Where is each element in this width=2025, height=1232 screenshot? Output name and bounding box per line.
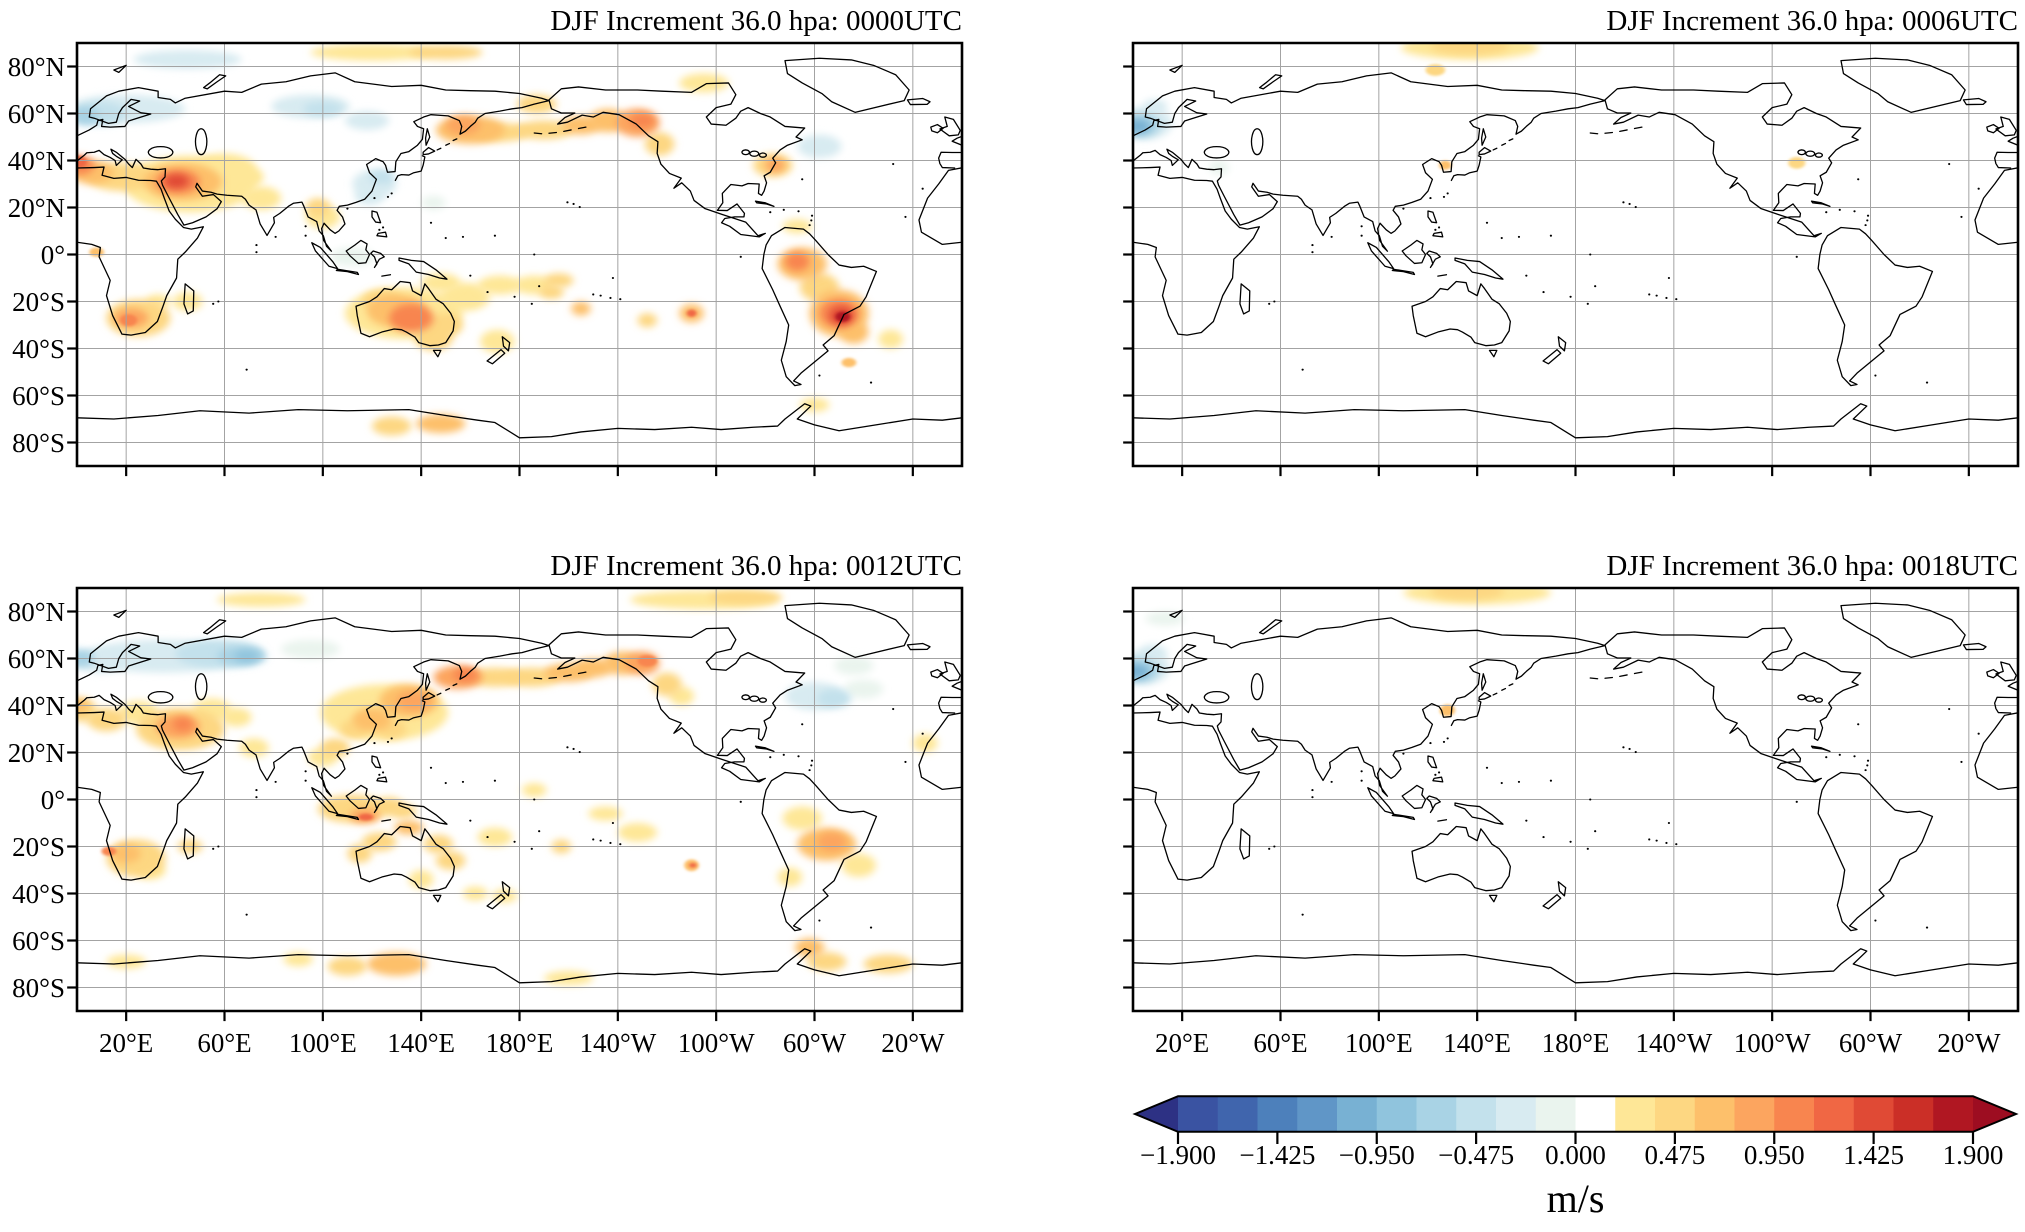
colorbar-tick-label: 0.950 <box>1743 1140 1805 1170</box>
lon-tick-label: 100°E <box>1344 1028 1413 1058</box>
coastlines <box>1133 58 2018 438</box>
lat-tick-label: 80°N <box>7 596 65 627</box>
axis-ticks <box>67 612 913 1022</box>
colorbar-tick-label: −1.425 <box>1239 1140 1316 1170</box>
axis-ticks <box>1123 612 1969 1022</box>
colorbar-ticks <box>1176 1131 1975 1144</box>
colorbar-tick-label: −1.900 <box>1140 1140 1216 1170</box>
lat-tick-label: 40°S <box>12 333 65 364</box>
lat-tick-label: 60°S <box>12 925 65 956</box>
colorbar-tick-label: −0.950 <box>1338 1140 1415 1170</box>
lat-tick-label: 80°S <box>12 972 65 1003</box>
map-frame <box>1133 588 2018 1011</box>
map-content <box>1133 43 2018 466</box>
axis-ticks <box>67 67 913 477</box>
colorbar-segments <box>1178 1096 1974 1132</box>
coastlines <box>77 603 962 983</box>
lat-tick-label: 40°N <box>7 690 65 721</box>
lat-tick-label: 80°N <box>7 51 65 82</box>
map-content <box>77 588 962 1011</box>
lat-tick-label: 0° <box>40 239 65 270</box>
map-panel-0018utc <box>1133 588 2018 1011</box>
lon-tick-label: 20°E <box>99 1028 154 1058</box>
map-panel-0000utc <box>77 43 962 466</box>
lon-tick-label: 140°W <box>1635 1028 1713 1058</box>
lon-tick-label: 60°E <box>1253 1028 1308 1058</box>
coastlines <box>77 58 962 438</box>
colorbar-tick-label: 0.000 <box>1545 1140 1606 1170</box>
lon-tick-label: 60°W <box>782 1028 847 1058</box>
map-frame <box>77 43 962 466</box>
axis-ticks <box>1123 67 1969 477</box>
colorbar-arrow-right <box>1973 1096 2016 1132</box>
panel-title-0012utc: DJF Increment 36.0 hpa: 0012UTC <box>550 550 962 582</box>
lat-tick-label: 20°S <box>12 831 65 862</box>
map-panel-0012utc <box>77 588 962 1011</box>
panel-title-0018utc: DJF Increment 36.0 hpa: 0018UTC <box>1606 550 2018 582</box>
panel-title-0006utc: DJF Increment 36.0 hpa: 0006UTC <box>1606 5 2018 37</box>
gridlines <box>1133 588 2018 1011</box>
lon-tick-label: 20°E <box>1155 1028 1210 1058</box>
anomaly-shading <box>77 590 938 986</box>
lon-tick-label: 140°E <box>1443 1028 1512 1058</box>
colorbar-unit-label: m/s <box>1546 1176 1605 1221</box>
lon-tick-label: 20°W <box>1937 1028 2001 1058</box>
gridlines <box>1133 43 2018 466</box>
lon-tick-label: 100°W <box>1733 1028 1811 1058</box>
colorbar-arrow-left <box>1135 1096 1178 1132</box>
lon-tick-label: 60°E <box>197 1028 252 1058</box>
colorbar-tick-label: 1.900 <box>1942 1140 2004 1170</box>
anomaly-shading <box>1133 43 1806 175</box>
panel-title-0000utc: DJF Increment 36.0 hpa: 0000UTC <box>550 5 962 37</box>
map-frame <box>77 588 962 1011</box>
lat-tick-label: 0° <box>40 784 65 815</box>
lat-tick-label: 40°N <box>7 145 65 176</box>
map-content <box>1133 588 2018 1011</box>
lon-tick-label: 20°W <box>881 1028 945 1058</box>
lat-tick-label: 60°N <box>7 643 65 674</box>
lon-tick-label: 100°E <box>288 1028 357 1058</box>
lat-tick-label: 20°N <box>7 192 65 223</box>
lon-tick-label: 180°E <box>1541 1028 1610 1058</box>
map-frame <box>1133 43 2018 466</box>
lon-tick-label: 60°W <box>1838 1028 1903 1058</box>
lon-tick-label: 180°E <box>485 1028 554 1058</box>
lat-tick-label: 20°N <box>7 737 65 768</box>
map-content <box>77 43 962 466</box>
gridlines <box>77 43 962 466</box>
map-panel-0006utc <box>1133 43 2018 466</box>
colorbar-tick-label: 0.475 <box>1644 1140 1706 1170</box>
coastlines <box>1133 603 2018 983</box>
gridlines <box>77 588 962 1011</box>
lon-tick-label: 100°W <box>677 1028 755 1058</box>
colorbar-tick-label: 1.425 <box>1843 1140 1904 1170</box>
lat-tick-label: 60°S <box>12 380 65 411</box>
anomaly-shading <box>77 44 903 436</box>
lat-tick-label: 20°S <box>12 286 65 317</box>
colorbar-tick-label: −0.475 <box>1438 1140 1515 1170</box>
lon-tick-label: 140°W <box>579 1028 657 1058</box>
lat-tick-label: 40°S <box>12 878 65 909</box>
lat-tick-label: 60°N <box>7 98 65 129</box>
lat-tick-label: 80°S <box>12 427 65 458</box>
lon-tick-label: 140°E <box>387 1028 456 1058</box>
colorbar <box>1132 1095 2019 1144</box>
anomaly-shading <box>1133 588 1551 717</box>
